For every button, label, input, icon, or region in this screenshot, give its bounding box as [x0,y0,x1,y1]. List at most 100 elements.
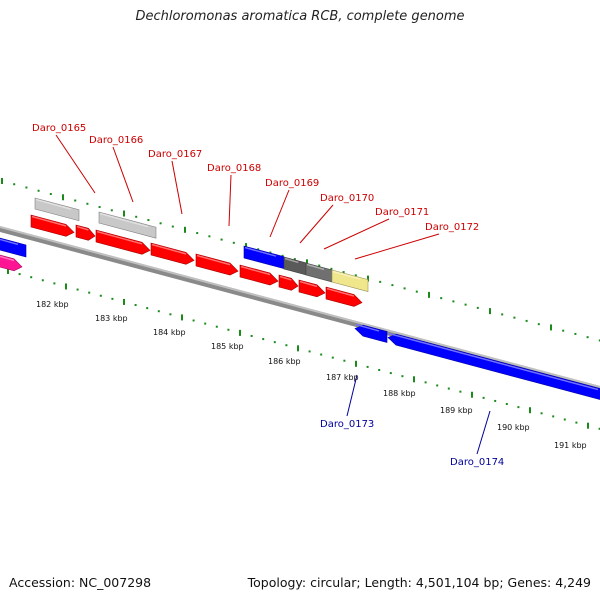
inner-tick [262,338,265,341]
inner-tick [169,313,172,316]
inner-tick [401,375,404,378]
gene-forward-6 [239,264,279,286]
outer-tick [1,178,3,184]
outer-tick [245,243,247,250]
inner-tick [505,403,508,406]
inner-tick [378,368,381,371]
gene-forward-3-body [95,229,151,255]
inner-tick [99,294,102,297]
gene-pseudo-2-highlight [99,212,149,228]
inner-tick [389,372,392,375]
label-daro-0171-text: Daro_0171 [375,207,429,218]
gene-forward-3 [95,229,151,255]
outer-tick [110,209,113,212]
inner-tick [157,310,160,313]
outer-tick [37,189,40,192]
map-title: Dechloromonas aromatica RCB, complete ge… [135,9,465,24]
ruler-label: 187 kbp [326,373,359,382]
gene-daro-0170 [283,256,307,276]
inner-tick [111,297,114,300]
label-daro-0172-text: Daro_0172 [425,222,479,233]
inner-tick [436,384,439,387]
label-daro-0166-text: Daro_0166 [89,135,143,146]
inner-tick [146,307,149,310]
inner-tick [575,421,578,424]
inner-tick [413,376,415,383]
outer-tick [440,297,443,300]
inner-tick [598,427,600,430]
inner-tick [517,406,520,409]
gene-daro-0170-highlight [284,257,299,264]
label-daro-0168-leader [228,174,232,227]
label-daro-0167: Daro_0167 [148,149,202,215]
outer-tick [403,287,406,290]
outer-tick [208,235,211,238]
outer-tick [574,332,577,335]
label-daro-0169-text: Daro_0169 [265,178,319,189]
ruler-labels: 182 kbp 183 kbp 184 kbp 185 kbp 186 kbp 187 k… [36,300,587,450]
accession-text: Accession: NC_007298 [9,575,152,590]
ruler-label: 190 kbp [497,423,530,432]
inner-tick [366,365,369,368]
label-daro-0174: Daro_0174 [450,410,504,468]
inner-tick [297,345,299,352]
ruler-label: 182 kbp [36,300,69,309]
gene-daro-0173-body [354,324,388,343]
outer-tick [537,323,540,326]
gene-forward-8-highlight [299,280,318,288]
label-daro-0166: Daro_0166 [89,135,143,203]
inner-tick [88,291,91,294]
label-daro-0167-leader [171,160,183,215]
gene-forward-4-highlight [151,243,187,255]
gene-forward-5 [195,253,239,276]
outer-tick [147,219,150,222]
gene-forward-7 [278,274,299,291]
outer-tick [196,232,199,235]
ruler-label: 184 kbp [153,328,186,337]
outer-tick [62,194,64,201]
gene-edge-blue-highlight [0,238,19,246]
inner-tick [41,279,44,282]
inner-tick [424,381,427,384]
gene-edge-magenta-highlight [0,255,15,262]
inner-tick [239,329,241,336]
outer-tick [13,183,16,186]
outer-tick [513,316,516,319]
label-daro-0165-leader [55,134,96,194]
inner-tick [215,325,218,328]
gene-edge-magenta [0,254,23,272]
label-daro-0172: Daro_0172 [354,222,479,260]
outer-tick [49,193,52,196]
gene-daro-0171-highlight [306,263,325,271]
topology-text: Topology: circular; Length: 4,501,104 bp… [247,575,591,590]
inner-tick [7,268,9,274]
ruler-label: 186 kbp [268,357,301,366]
outer-tick [171,225,174,228]
inner-tick [250,334,253,337]
gene-forward-1-body [30,214,75,237]
outer-tick [489,308,491,315]
inner-tick [227,328,230,331]
label-daro-0173-leader [346,374,358,417]
inner-tick [482,396,485,399]
label-daro-0173-text: Daro_0173 [320,419,374,430]
gene-forward-6-body [239,264,279,286]
outer-tick [232,241,235,244]
label-daro-0171: Daro_0171 [323,207,429,250]
inner-tick [30,276,33,279]
label-daro-0169: Daro_0169 [265,178,319,238]
inner-tick [192,319,195,322]
gene-track [0,197,600,400]
label-daro-0165: Daro_0165 [32,123,96,194]
gene-daro-0174 [387,332,600,400]
label-daro-0166-leader [112,146,134,203]
gene-edge-blue-body [0,237,27,258]
inner-tick [471,391,473,398]
outer-tick [269,251,272,254]
gene-pseudo-1 [34,197,80,222]
ruler-label: 189 kbp [440,406,473,415]
inner-tick [320,353,323,356]
outer-tick-track [1,178,600,342]
inner-tick [447,387,450,390]
